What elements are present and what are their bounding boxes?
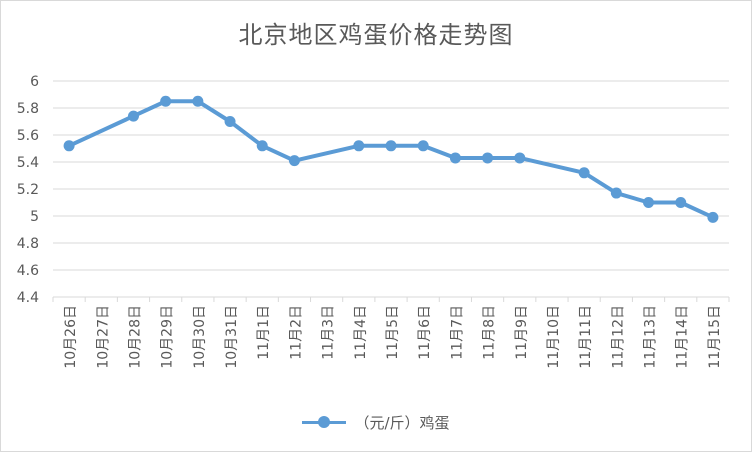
data-point — [160, 95, 172, 107]
data-point — [127, 110, 139, 122]
chart-legend: （元/斤）鸡蛋 — [1, 409, 751, 433]
data-point — [643, 197, 655, 208]
legend-marker-icon — [302, 416, 347, 428]
x-tick-label: 10月27日 — [95, 305, 111, 369]
x-tick-label: 11月2日 — [288, 305, 304, 360]
x-tick-label: 11月9日 — [514, 305, 530, 360]
x-tick-label: 11月14日 — [675, 305, 691, 369]
y-tick-label: 4.4 — [17, 290, 39, 306]
y-tick-label: 5.6 — [17, 128, 39, 144]
data-point — [353, 140, 365, 152]
y-tick-label: 5.4 — [17, 155, 39, 171]
data-point — [256, 140, 268, 152]
x-tick-label: 11月13日 — [643, 305, 659, 369]
x-tick-label: 10月29日 — [160, 305, 176, 369]
x-tick-label: 11月1日 — [256, 305, 272, 360]
data-point — [449, 152, 461, 164]
data-point — [578, 167, 590, 179]
x-tick-label: 11月11日 — [578, 305, 594, 369]
data-point — [224, 116, 236, 127]
legend-label: （元/斤）鸡蛋 — [354, 414, 450, 432]
data-point — [63, 140, 75, 152]
x-tick-label: 10月28日 — [127, 305, 143, 369]
data-point — [707, 211, 719, 223]
x-tick-label: 10月26日 — [63, 305, 79, 369]
data-point — [482, 152, 494, 164]
x-tick-label: 11月15日 — [707, 305, 723, 369]
x-tick-label: 11月4日 — [353, 305, 369, 360]
x-tick-label: 10月30日 — [192, 305, 208, 369]
series-line — [67, 99, 715, 220]
y-tick-label: 6 — [30, 74, 39, 90]
data-point — [675, 197, 687, 208]
data-point — [288, 155, 300, 167]
x-tick-label: 11月5日 — [385, 305, 401, 360]
x-tick-label: 11月6日 — [417, 305, 433, 360]
x-tick-label: 11月7日 — [449, 305, 465, 360]
chart-title: 北京地区鸡蛋价格走势图 — [238, 21, 514, 49]
x-tick-label: 11月10日 — [546, 305, 562, 369]
y-tick-label: 5.8 — [17, 101, 39, 117]
data-point — [514, 152, 526, 164]
y-tick-label: 5.2 — [17, 182, 39, 198]
data-point — [385, 140, 397, 152]
x-tick-label: 11月8日 — [482, 305, 498, 360]
x-tick-label: 11月12日 — [610, 305, 626, 369]
y-tick-label: 4.6 — [17, 263, 39, 279]
x-tick-label: 11月3日 — [321, 305, 337, 360]
data-point — [610, 187, 622, 199]
y-tick-label: 4.8 — [17, 236, 39, 252]
data-point — [417, 140, 429, 152]
x-tick-label: 10月31日 — [224, 305, 240, 369]
y-tick-label: 5 — [30, 209, 39, 225]
data-point — [192, 95, 204, 107]
